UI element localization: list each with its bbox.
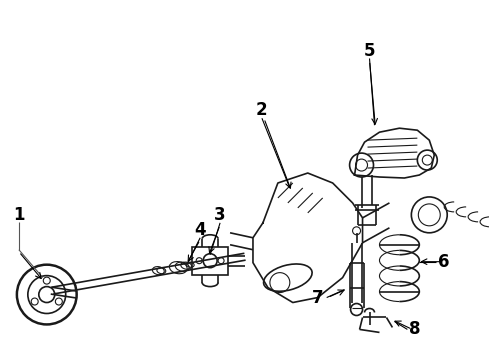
Text: 6: 6 <box>439 253 450 271</box>
Text: 7: 7 <box>312 289 323 307</box>
Text: 2: 2 <box>256 101 268 119</box>
Text: 4: 4 <box>195 221 206 239</box>
Text: 5: 5 <box>364 41 375 59</box>
Text: 1: 1 <box>13 206 24 224</box>
Text: 3: 3 <box>214 206 226 224</box>
Text: 8: 8 <box>409 320 420 338</box>
